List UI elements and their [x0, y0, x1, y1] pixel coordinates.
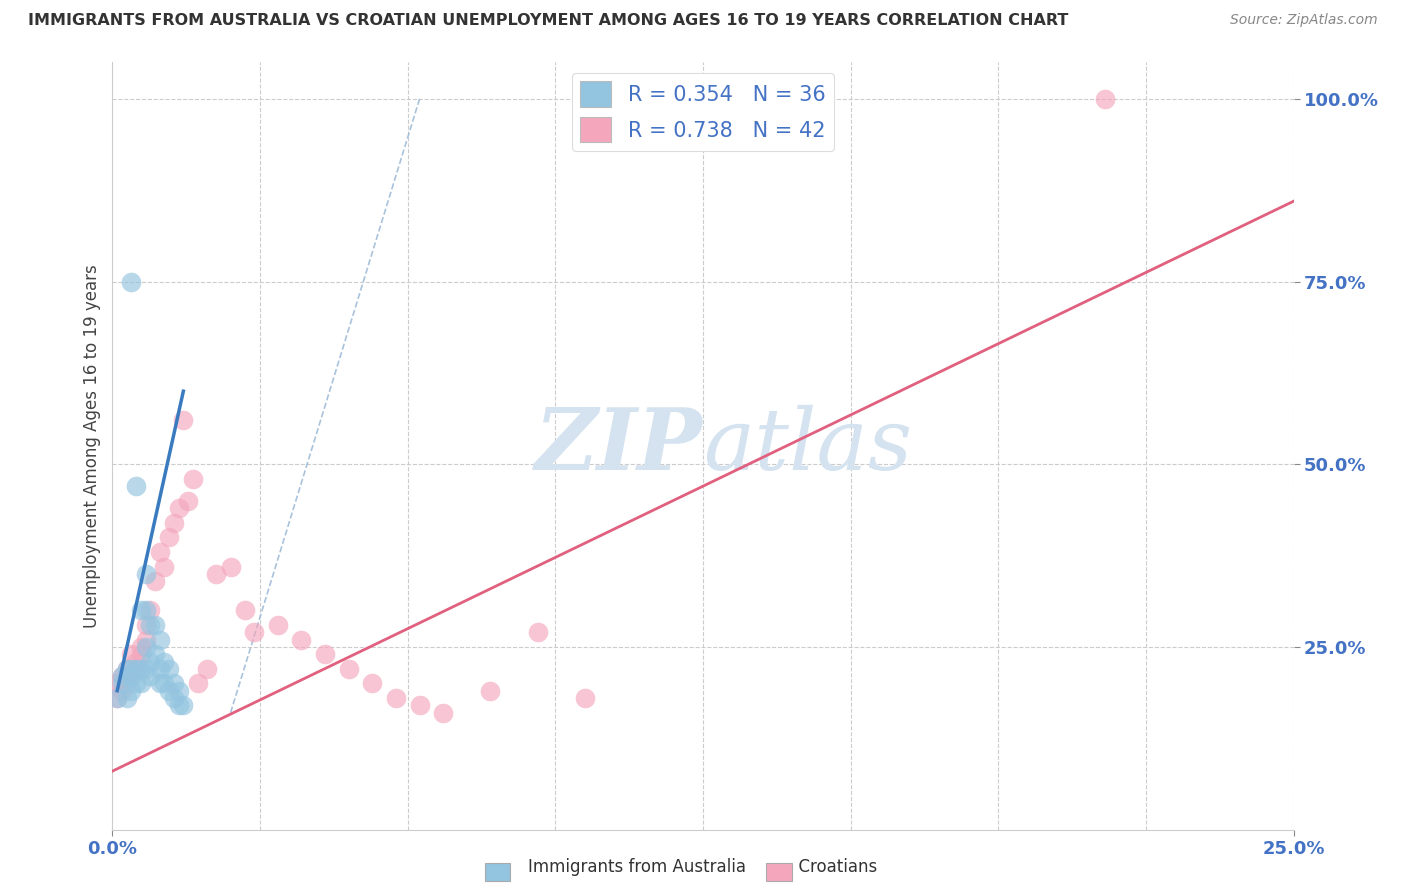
- Point: [135, 632, 157, 647]
- Legend: R = 0.354   N = 36, R = 0.738   N = 42: R = 0.354 N = 36, R = 0.738 N = 42: [572, 73, 834, 151]
- Point: [135, 603, 157, 617]
- Point: [120, 647, 142, 661]
- Point: [233, 603, 256, 617]
- Text: Immigrants from Australia          Croatians: Immigrants from Australia Croatians: [529, 858, 877, 876]
- Point: [172, 413, 194, 427]
- Point: [172, 698, 194, 713]
- Point: [167, 501, 190, 516]
- Point: [149, 545, 172, 559]
- Point: [479, 683, 502, 698]
- Point: [267, 618, 290, 632]
- Point: [105, 691, 128, 706]
- Point: [143, 574, 166, 589]
- Text: ZIP: ZIP: [536, 404, 703, 488]
- Point: [105, 691, 128, 706]
- Point: [149, 676, 172, 690]
- Point: [153, 655, 176, 669]
- Point: [243, 625, 266, 640]
- Point: [526, 625, 548, 640]
- Point: [111, 676, 134, 690]
- Text: Source: ZipAtlas.com: Source: ZipAtlas.com: [1230, 13, 1378, 28]
- Point: [290, 632, 312, 647]
- Point: [129, 662, 152, 676]
- Point: [149, 632, 172, 647]
- Point: [157, 683, 180, 698]
- Text: IMMIGRANTS FROM AUSTRALIA VS CROATIAN UNEMPLOYMENT AMONG AGES 16 TO 19 YEARS COR: IMMIGRANTS FROM AUSTRALIA VS CROATIAN UN…: [28, 13, 1069, 29]
- Point: [115, 691, 138, 706]
- Point: [157, 662, 180, 676]
- Point: [111, 669, 134, 683]
- Point: [125, 676, 148, 690]
- Point: [1094, 92, 1116, 106]
- Point: [408, 698, 430, 713]
- Point: [111, 683, 134, 698]
- Point: [111, 669, 134, 683]
- Point: [125, 479, 148, 493]
- Point: [153, 676, 176, 690]
- Point: [129, 603, 152, 617]
- Point: [195, 662, 218, 676]
- Point: [149, 662, 172, 676]
- Point: [337, 662, 360, 676]
- Point: [125, 662, 148, 676]
- Point: [139, 669, 162, 683]
- Point: [129, 676, 152, 690]
- Point: [129, 640, 152, 654]
- Point: [125, 655, 148, 669]
- Point: [314, 647, 336, 661]
- Point: [115, 676, 138, 690]
- Point: [167, 698, 190, 713]
- Point: [120, 683, 142, 698]
- Point: [205, 566, 228, 581]
- Point: [105, 676, 128, 690]
- Text: atlas: atlas: [703, 405, 912, 487]
- Point: [120, 662, 142, 676]
- Point: [181, 472, 204, 486]
- Point: [139, 655, 162, 669]
- Point: [219, 559, 242, 574]
- Point: [574, 691, 596, 706]
- Point: [120, 275, 142, 289]
- Point: [135, 618, 157, 632]
- Point: [163, 691, 186, 706]
- Point: [167, 683, 190, 698]
- Point: [125, 662, 148, 676]
- Y-axis label: Unemployment Among Ages 16 to 19 years: Unemployment Among Ages 16 to 19 years: [83, 264, 101, 628]
- Point: [135, 640, 157, 654]
- Point: [139, 618, 162, 632]
- Point: [139, 603, 162, 617]
- Point: [135, 662, 157, 676]
- Point: [163, 676, 186, 690]
- Point: [143, 618, 166, 632]
- Point: [432, 706, 454, 720]
- Point: [385, 691, 408, 706]
- Point: [115, 662, 138, 676]
- Point: [120, 669, 142, 683]
- Point: [361, 676, 384, 690]
- Point: [143, 647, 166, 661]
- Point: [120, 669, 142, 683]
- Point: [115, 662, 138, 676]
- Point: [177, 493, 200, 508]
- Point: [186, 676, 208, 690]
- Point: [129, 647, 152, 661]
- Point: [163, 516, 186, 530]
- Point: [157, 530, 180, 544]
- Point: [153, 559, 176, 574]
- Point: [135, 566, 157, 581]
